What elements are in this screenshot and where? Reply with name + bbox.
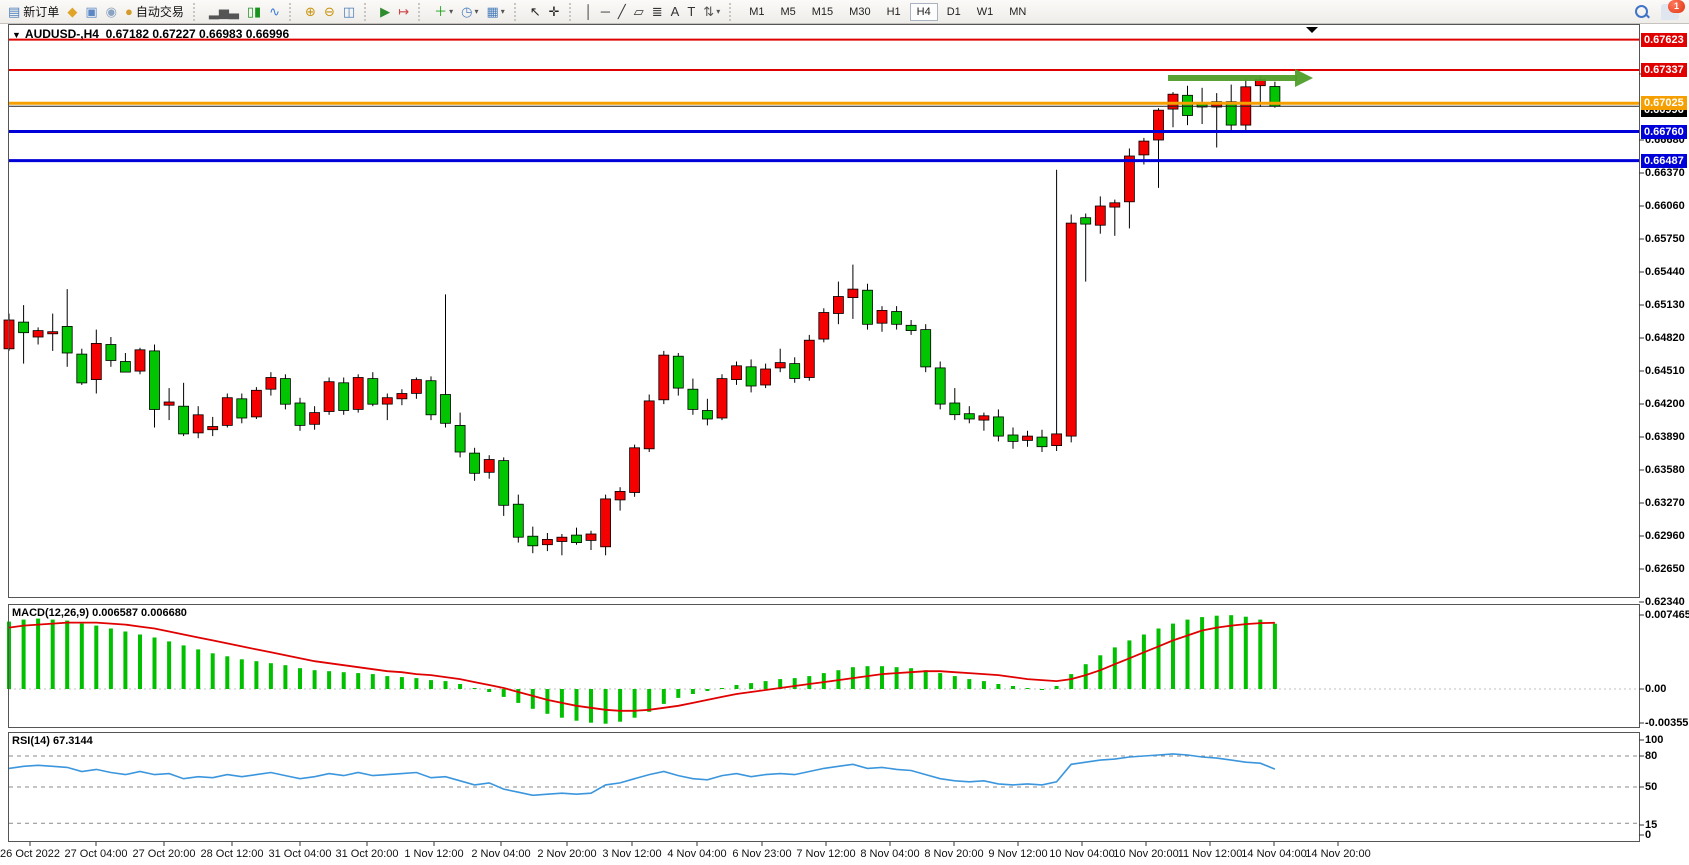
chart-shift-icon: ↦ <box>398 3 410 19</box>
fibonacci-icon: ≣ <box>651 3 663 19</box>
chart-window-icon[interactable]: ▣ <box>81 2 101 22</box>
indicators-icon: ＋ <box>434 3 448 19</box>
toolbar-group: ▶ ↦ <box>376 0 413 24</box>
chart-line-icon[interactable]: ∿ <box>265 2 284 22</box>
trendline-tool[interactable]: ╱ <box>614 2 630 22</box>
templates-button-dropdown-icon[interactable]: ▾ <box>500 7 505 16</box>
arrows-icon: ⇅ <box>703 3 715 19</box>
autotrading-button[interactable]: ● 自动交易 <box>121 2 188 22</box>
timeframe-button-m5[interactable]: M5 <box>780 5 796 18</box>
timeframe-button-m30[interactable]: M30 <box>849 5 871 18</box>
autotrading-icon: ● <box>124 3 133 19</box>
chart-bars-icon-icon: ▂▅▃ <box>208 3 239 19</box>
toolbar-group: ↖ ✛ <box>526 0 564 24</box>
channel-icon: ▱ <box>633 3 644 19</box>
market-watch-icon-icon: ◆ <box>67 3 78 19</box>
templates-button[interactable]: ▦ ▾ <box>482 2 508 22</box>
toolbar-group: ▤ 新订单 ◆ ▣ ◉ ● 自动交易 <box>4 0 188 24</box>
market-watch-icon[interactable]: ◆ <box>63 2 81 22</box>
toolbar-group: ⊕ ⊖ ◫ <box>301 0 359 24</box>
hline-icon: ─ <box>600 3 610 19</box>
chart-bars-icon[interactable]: ▂▅▃ <box>205 2 243 22</box>
tile-windows-button[interactable]: ◫ <box>339 2 359 22</box>
timeframe-button-h4[interactable]: H4 <box>909 2 938 21</box>
templates-icon: ▦ <box>486 3 499 19</box>
new-order-button-label: 新订单 <box>23 5 60 19</box>
periods-button-dropdown-icon[interactable]: ▾ <box>474 7 479 16</box>
toolbar-separator <box>513 2 521 21</box>
zoom-out-button[interactable]: ⊖ <box>320 2 339 22</box>
label-tool[interactable]: T <box>683 2 699 22</box>
tile-windows-icon: ◫ <box>342 3 356 19</box>
timeframe-button-w1[interactable]: W1 <box>976 5 994 18</box>
channel-tool[interactable]: ▱ <box>630 2 648 22</box>
hline-tool[interactable]: ─ <box>597 2 614 22</box>
chart-shift-button[interactable]: ↦ <box>394 2 413 22</box>
vline-tool[interactable]: │ <box>581 2 597 22</box>
toolbar-separator <box>192 2 200 21</box>
arrows-tool-dropdown-icon[interactable]: ▾ <box>716 7 721 16</box>
periods-icon: ◷ <box>461 3 473 19</box>
autoscroll-button[interactable]: ▶ <box>376 2 394 22</box>
timeframe-group: M1 M5 M15 M30 H1 H4 D1 W1 MN <box>741 0 1034 24</box>
broadcast-icon-icon: ◉ <box>105 3 117 19</box>
toolbar-separator <box>289 2 296 21</box>
timeframe-button-h1[interactable]: H1 <box>886 5 901 18</box>
cursor-icon: ↖ <box>529 3 541 19</box>
crosshair-icon: ✛ <box>548 3 560 19</box>
timeframe-button-d1[interactable]: D1 <box>946 5 961 18</box>
timeframe-button-mn[interactable]: MN <box>1009 5 1027 18</box>
new-order-button[interactable]: ▤ 新订单 <box>4 2 63 22</box>
toolbar-separator <box>364 2 371 21</box>
toolbar-separator <box>568 2 576 21</box>
main-toolbar: ▤ 新订单 ◆ ▣ ◉ ● 自动交易 ▂▅▃ ▯▮ ∿ ⊕ ⊖ ◫ ▶ ↦ ＋ ▾ ◷ ▾ ▦ ▾ ↖ ✛ │ ─ ╱ ▱ ≣ A T ⇅ ▾… <box>0 0 1689 24</box>
cursor-tool[interactable]: ↖ <box>526 2 545 22</box>
toolbar-separator <box>418 2 425 21</box>
toolbar-group: ＋ ▾ ◷ ▾ ▦ ▾ <box>430 0 509 24</box>
timeframe-button-m1[interactable]: M1 <box>749 5 765 18</box>
new-order-icon: ▤ <box>8 3 21 19</box>
search-tail <box>1645 13 1650 18</box>
zoom-in-button[interactable]: ⊕ <box>301 2 320 22</box>
label-icon: T <box>687 3 696 19</box>
periods-button[interactable]: ◷ ▾ <box>457 2 482 22</box>
toolbar-right: 1 <box>1633 0 1685 21</box>
notifications-badge: 1 <box>1668 0 1685 13</box>
timeframe-button-m15[interactable]: M15 <box>811 5 834 18</box>
toolbar-group: ▂▅▃ ▯▮ ∿ <box>205 0 284 24</box>
zoom-in-icon: ⊕ <box>305 3 316 19</box>
autotrading-button-label: 自动交易 <box>135 5 184 19</box>
chart-window-icon-icon: ▣ <box>85 3 98 19</box>
arrows-tool[interactable]: ⇅ ▾ <box>699 2 724 22</box>
toolbar-separator <box>729 2 736 21</box>
autoscroll-icon: ▶ <box>380 3 391 19</box>
vline-icon: │ <box>584 3 593 19</box>
crosshair-tool[interactable]: ✛ <box>545 2 564 22</box>
search-lens <box>1635 4 1648 18</box>
chart-candles-icon[interactable]: ▯▮ <box>243 2 265 22</box>
text-icon: A <box>670 3 680 19</box>
text-tool[interactable]: A <box>667 2 684 22</box>
chart-candles-icon-icon: ▯▮ <box>246 3 262 19</box>
indicators-button-dropdown-icon[interactable]: ▾ <box>449 7 454 16</box>
zoom-out-icon: ⊖ <box>323 3 335 19</box>
broadcast-icon[interactable]: ◉ <box>102 2 121 22</box>
toolbar-group: │ ─ ╱ ▱ ≣ A T ⇅ ▾ <box>581 0 725 24</box>
search-icon[interactable] <box>1633 3 1651 21</box>
fibonacci-tool[interactable]: ≣ <box>648 2 667 22</box>
trendline-icon: ╱ <box>617 3 626 19</box>
notifications-icon[interactable]: 1 <box>1661 0 1685 20</box>
chart-line-icon-icon: ∿ <box>269 3 281 19</box>
indicators-button[interactable]: ＋ ▾ <box>430 2 457 22</box>
